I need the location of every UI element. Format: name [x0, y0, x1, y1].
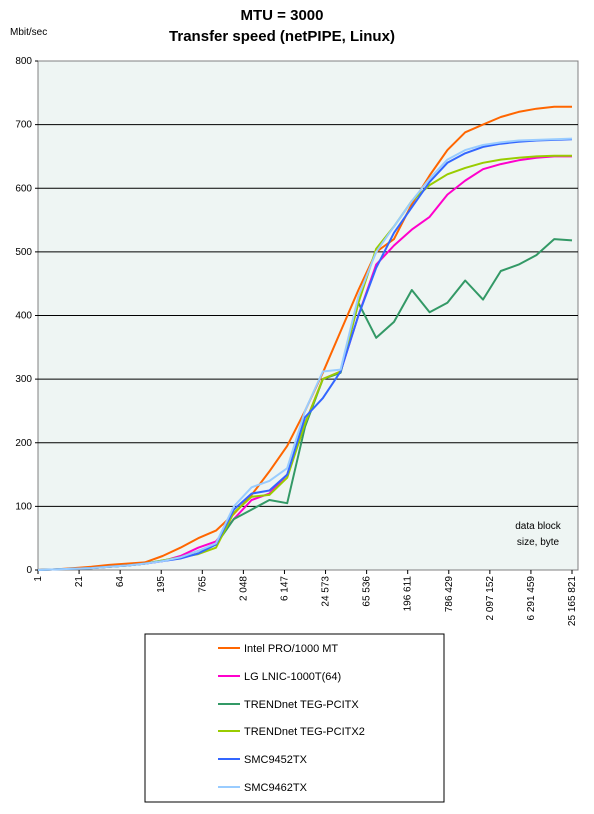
y-tick-label: 300 — [15, 374, 32, 385]
x-tick-label: 2 048 — [238, 576, 249, 601]
legend-label: SMC9462TX — [244, 782, 308, 794]
x-tick-label: 6 291 459 — [526, 576, 537, 621]
y-tick-label: 700 — [15, 120, 32, 131]
y-tick-label: 100 — [15, 501, 32, 512]
legend-label: Intel PRO/1000 MT — [244, 643, 338, 655]
x-tick-label: 196 611 — [403, 576, 414, 612]
x-tick-label: 6 147 — [279, 576, 290, 601]
x-tick-label: 65 536 — [362, 576, 373, 607]
legend-items: Intel PRO/1000 MT LG LNIC-1000T(64) TRENDn… — [218, 643, 365, 794]
y-tick-label: 200 — [15, 438, 32, 449]
series-line-5 — [37, 137, 573, 571]
chart-subtitle: Transfer speed (netPIPE, Linux) — [169, 28, 395, 45]
legend-label: TRENDnet TEG-PCITX — [244, 699, 359, 711]
x-axis-label: data block — [515, 521, 562, 532]
x-tick-label: 786 429 — [444, 576, 455, 613]
x-tick-label: 765 — [197, 576, 208, 593]
legend-label: LG LNIC-1000T(64) — [244, 671, 341, 683]
legend-label: TRENDnet TEG-PCITX2 — [244, 726, 365, 738]
x-tick-label: 2 097 152 — [485, 576, 496, 621]
y-tick-label: 400 — [15, 311, 32, 322]
x-axis: 1 21 64 195 765 2 048 6 147 24 573 65 536 196 611… — [33, 570, 578, 626]
x-tick-label: 195 — [156, 576, 167, 593]
x-axis-label-line2: size, byte — [517, 537, 560, 548]
grid — [38, 124, 578, 507]
series — [37, 105, 573, 571]
y-axis-label: Mbit/sec — [10, 27, 47, 38]
y-axis: 0 100 200 300 400 500 600 700 800 — [15, 56, 38, 576]
x-tick-label: 64 — [115, 576, 126, 588]
y-tick-label: 500 — [15, 247, 32, 258]
x-tick-label: 25 165 821 — [567, 576, 578, 626]
x-tick-label: 1 — [33, 576, 44, 582]
y-tick-label: 600 — [15, 183, 32, 194]
legend-label: SMC9452TX — [244, 754, 308, 766]
y-tick-label: 0 — [26, 565, 32, 576]
x-tick-label: 21 — [74, 576, 85, 588]
x-tick-label: 24 573 — [321, 576, 332, 607]
chart-title: MTU = 3000 — [241, 7, 324, 24]
y-tick-label: 800 — [15, 56, 32, 67]
legend — [144, 633, 445, 803]
